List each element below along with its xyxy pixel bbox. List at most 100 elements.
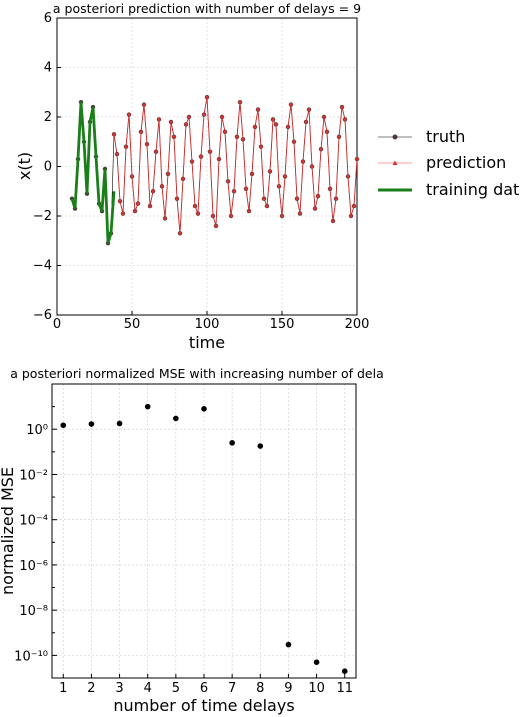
prediction-point [247, 209, 251, 213]
prediction-point [211, 214, 215, 218]
prediction-point [319, 147, 323, 151]
prediction-point [199, 155, 203, 159]
legend-truth-label: truth [426, 127, 465, 146]
x-tick-label: 3 [115, 681, 123, 696]
prediction-point [253, 125, 257, 129]
prediction-point [256, 107, 260, 112]
legend: truth prediction training data [378, 127, 520, 199]
x-tick-label: 9 [284, 681, 292, 696]
prediction-point [241, 137, 245, 141]
y-axis-label: normalized MSE [0, 467, 17, 595]
x-tick-label: 100 [195, 317, 220, 332]
prediction-point [346, 174, 350, 178]
prediction-point [151, 189, 155, 193]
prediction-point [280, 214, 284, 218]
prediction-point [154, 150, 158, 154]
prediction-point [283, 174, 287, 178]
prediction-point [313, 206, 317, 211]
prediction-point [148, 204, 152, 208]
prediction-point [328, 187, 332, 191]
x-tick-label: 11 [336, 681, 353, 696]
y-tick-label: 10⁻¹⁰ [14, 649, 48, 664]
prediction-point [130, 174, 134, 178]
prediction-point [265, 204, 269, 208]
y-tick-label: 10⁻² [19, 468, 48, 483]
prediction-point [307, 107, 311, 112]
prediction-point [112, 132, 116, 136]
prediction-point [124, 145, 128, 149]
mse-point [285, 641, 292, 648]
y-tick-label: 10⁻⁴ [19, 514, 48, 529]
chart-title: a posteriori normalized MSE with increas… [10, 366, 384, 381]
y-tick-label: 0 [44, 160, 52, 175]
prediction-point [316, 194, 320, 198]
x-tick-label: 150 [270, 317, 295, 332]
x-axis-label: time [189, 333, 225, 352]
prediction-point [292, 140, 296, 144]
mse-point [313, 659, 320, 665]
y-tick-label: −2 [33, 209, 52, 224]
prediction-point [343, 117, 347, 122]
prediction-point [259, 145, 263, 149]
prediction-point [178, 231, 182, 235]
mse-point [229, 440, 235, 446]
mse-point [116, 420, 123, 427]
prediction-point [193, 204, 197, 208]
prediction-point [298, 211, 302, 216]
prediction-point [262, 197, 266, 201]
prediction-point [181, 177, 185, 181]
prediction-point [271, 117, 275, 122]
prediction-point [220, 115, 224, 119]
prediction-point [121, 211, 125, 216]
prediction-point [286, 125, 290, 129]
prediction-point [133, 209, 137, 213]
prediction-point [169, 120, 173, 124]
legend-prediction-marker [392, 160, 398, 165]
prediction-line [113, 97, 358, 234]
chart-title: a posteriori prediction with number of d… [53, 1, 361, 16]
prediction-point [163, 216, 167, 221]
prediction-point [223, 130, 227, 134]
prediction-point [157, 117, 161, 122]
prediction-point [208, 150, 212, 154]
prediction-point [301, 159, 305, 164]
prediction-point [334, 197, 338, 201]
y-tick-label: 4 [44, 61, 52, 76]
y-tick-label: 10⁰ [26, 423, 48, 438]
prediction-point [145, 142, 149, 146]
prediction-point [331, 219, 335, 223]
prediction-point [250, 172, 254, 176]
mse-point [60, 422, 67, 429]
y-tick-label: 10⁻⁶ [19, 559, 48, 574]
prediction-point [229, 214, 233, 218]
x-axis-label: number of time delays [113, 696, 294, 715]
prediction-point [235, 135, 239, 139]
prediction-point [184, 122, 188, 127]
prediction-point [310, 164, 314, 169]
prediction-point [118, 199, 122, 203]
mse-point [201, 406, 207, 412]
prediction-point [277, 184, 281, 188]
x-tick-label: 1 [59, 681, 67, 696]
prediction-point [127, 112, 131, 117]
prediction-point [238, 100, 242, 104]
mse-point [88, 421, 95, 427]
x-tick-label: 2 [87, 681, 95, 696]
x-tick-label: 50 [124, 317, 141, 332]
y-tick-label: 6 [44, 11, 52, 26]
prediction-point [295, 197, 299, 201]
mse-point [341, 668, 348, 674]
prediction-point [187, 115, 191, 119]
x-tick-label: 0 [53, 317, 61, 332]
prediction-point [226, 179, 230, 183]
x-tick-label: 4 [144, 681, 152, 696]
legend-truth-marker [392, 134, 398, 140]
prediction-point [322, 115, 326, 119]
prediction-point [244, 187, 248, 191]
prediction-point [202, 112, 206, 117]
prediction-point [205, 95, 209, 99]
x-tick-label: 200 [345, 317, 370, 332]
prediction-point [304, 120, 308, 124]
prediction-point [337, 135, 341, 139]
